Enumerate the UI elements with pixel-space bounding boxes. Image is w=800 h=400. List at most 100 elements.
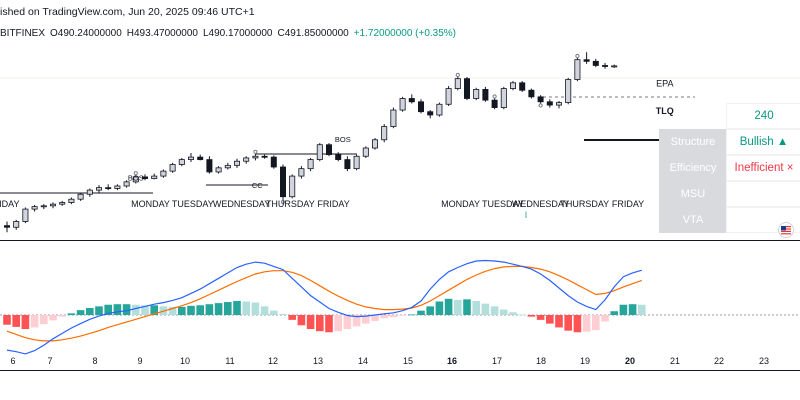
- open-label: O: [50, 28, 58, 39]
- ohlc-legend: BITFINEX O490.24000000 H493.47000000 L490.1…: [0, 28, 456, 39]
- msu-status: [726, 181, 800, 207]
- low-label: L: [202, 28, 209, 39]
- high-value: 493.47000000: [134, 28, 198, 39]
- histogram-bar: [132, 304, 140, 315]
- candle-body: [132, 176, 139, 183]
- histogram-bar: [288, 315, 296, 320]
- candle-body: [408, 98, 415, 103]
- histogram-bar: [509, 312, 517, 315]
- candle-body: [13, 221, 20, 228]
- candle-body: [252, 155, 259, 159]
- annotation-tlq: TLQ: [656, 106, 674, 116]
- candle-body: [77, 193, 84, 200]
- candle-body: [151, 175, 158, 179]
- histogram-bar: [638, 304, 646, 315]
- chart-header: ished on TradingView.com, Jun 20, 2025 0…: [0, 0, 800, 40]
- x-tick-label: 17: [492, 356, 502, 366]
- histogram-bar: [536, 315, 545, 320]
- swing-marker: [492, 94, 497, 99]
- histogram-bar: [481, 303, 490, 315]
- high-label: H: [126, 28, 134, 39]
- histogram-bar: [168, 306, 177, 315]
- candle-body: [233, 160, 240, 166]
- candle-body: [537, 96, 544, 103]
- candle-body: [509, 82, 516, 89]
- histogram-bar: [178, 306, 186, 315]
- day-label: THURSDAY: [266, 199, 315, 209]
- cursor-marker: I: [525, 210, 528, 220]
- day-label: FRIDAY: [612, 199, 644, 209]
- candle-body: [141, 176, 148, 179]
- symbol-name[interactable]: BITFINEX: [0, 28, 46, 39]
- candle-body: [105, 187, 112, 190]
- candle-body: [325, 144, 332, 156]
- flag-icon[interactable]: [778, 222, 794, 238]
- candle-body: [289, 175, 296, 198]
- day-label: FRIDAY: [317, 199, 349, 209]
- structure-label: Structure: [659, 129, 727, 155]
- histogram-bar: [141, 305, 149, 315]
- x-tick-label: 18: [536, 356, 546, 366]
- candle-body: [261, 155, 268, 158]
- histogram-bar: [426, 306, 434, 315]
- candle-body: [574, 59, 581, 80]
- candle-body: [592, 60, 599, 66]
- swing-marker: [455, 72, 460, 78]
- low-value: 490.17000000: [208, 28, 273, 39]
- panel-header-row: 240: [659, 103, 800, 129]
- x-tick-label: 10: [180, 356, 190, 366]
- histogram-bar: [30, 315, 39, 328]
- close-value: 491.85000000: [284, 28, 349, 39]
- histogram-bar: [610, 311, 618, 315]
- panel-row-efficiency: Efficiency Inefficient ×: [659, 155, 800, 181]
- macd-line: [6, 259, 642, 355]
- histogram-bar: [316, 315, 324, 332]
- candle-body: [4, 225, 10, 228]
- candle-body: [602, 65, 609, 67]
- x-tick-label: 20: [625, 356, 635, 366]
- candle-body: [390, 109, 397, 127]
- histogram-bar: [417, 310, 425, 315]
- histogram-bar: [187, 305, 195, 315]
- candle-body: [445, 88, 452, 105]
- x-tick-label: 19: [580, 356, 590, 366]
- histogram-bar: [518, 314, 526, 316]
- histogram-bar: [67, 313, 76, 315]
- candle-body: [206, 159, 213, 173]
- smc-status-panel: 240 Structure Bullish ▲ Efficiency Ineff…: [659, 103, 800, 233]
- signal-line: [6, 265, 643, 342]
- x-tick-label: 21: [670, 356, 680, 366]
- candle-body: [427, 111, 434, 116]
- histogram-bar: [260, 306, 269, 315]
- histogram-bar: [628, 304, 637, 315]
- histogram-bar: [58, 315, 66, 317]
- x-tick-label: 14: [358, 356, 368, 366]
- histogram-bar: [582, 315, 591, 332]
- panel-row-structure: Structure Bullish ▲: [659, 129, 800, 155]
- candle-body: [528, 89, 535, 98]
- histogram-bar: [490, 306, 499, 315]
- candle-body: [50, 203, 57, 207]
- histogram-bar: [546, 315, 554, 324]
- swing-marker: [280, 199, 286, 205]
- candle-body: [344, 159, 351, 170]
- histogram-bar: [150, 305, 158, 315]
- day-label: FRIDAY: [0, 199, 19, 209]
- candle-body: [371, 139, 378, 149]
- histogram-bar: [21, 315, 30, 330]
- candle-body: [362, 147, 369, 157]
- swing-marker: [575, 53, 580, 59]
- msu-label: MSU: [659, 181, 727, 207]
- histogram-bar: [454, 299, 462, 315]
- histogram-bar: [527, 315, 536, 317]
- histogram-bar: [573, 315, 582, 333]
- x-tick-label: 11: [225, 356, 234, 366]
- histogram-bar: [389, 315, 398, 318]
- candle-body: [160, 170, 167, 177]
- histogram-bar: [362, 315, 370, 324]
- published-text: ished on TradingView.com, Jun 20, 2025 0…: [0, 6, 255, 18]
- histogram-bar: [113, 304, 122, 315]
- candle-body: [565, 79, 572, 104]
